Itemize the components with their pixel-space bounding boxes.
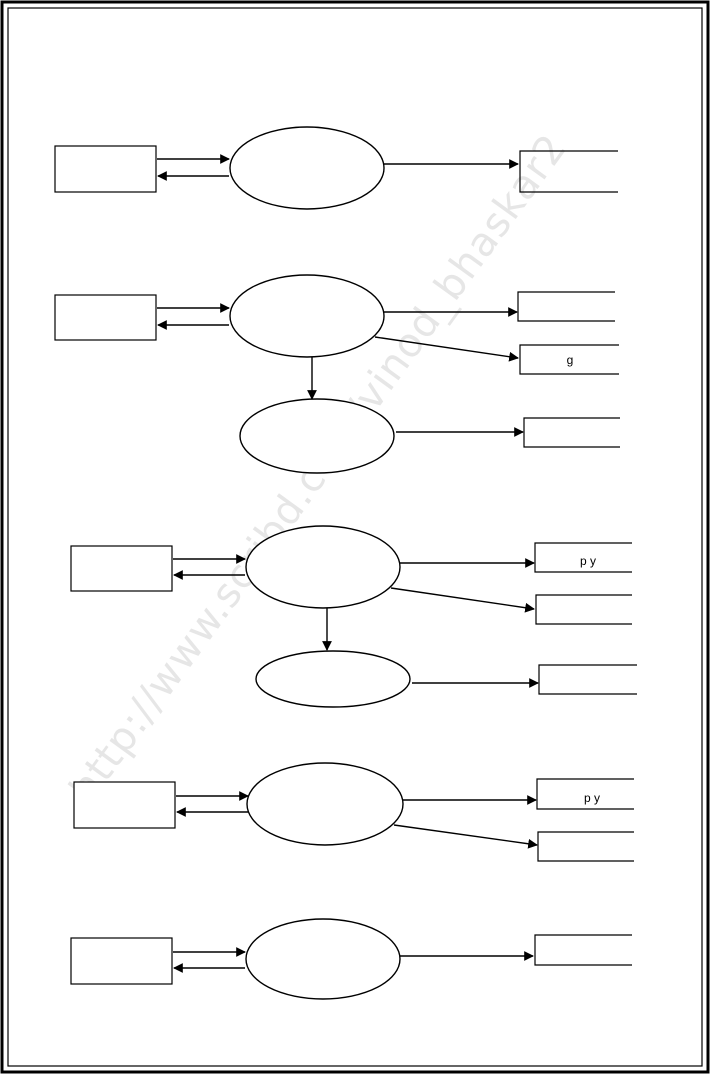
external-entity-box bbox=[73, 781, 176, 829]
process-bubble bbox=[229, 274, 385, 358]
external-entity-box bbox=[54, 294, 157, 341]
external-entity-box bbox=[70, 545, 173, 592]
data-store-2 bbox=[519, 344, 619, 375]
data-store-2 bbox=[537, 831, 634, 862]
flow-arrow-to-store-2 bbox=[390, 587, 535, 613]
subprocess-bubble bbox=[239, 398, 395, 474]
process-bubble bbox=[229, 126, 385, 210]
flow-arrow-to-store-2 bbox=[374, 336, 519, 362]
dfd-5 bbox=[70, 918, 632, 1000]
data-store bbox=[534, 934, 632, 966]
data-store-3 bbox=[538, 664, 637, 695]
flow-arrow-to-store-2 bbox=[393, 824, 538, 849]
data-store-1-label: p y bbox=[580, 554, 596, 568]
dfd-1 bbox=[54, 126, 618, 210]
process-bubble bbox=[245, 918, 401, 1000]
external-entity-box bbox=[54, 145, 157, 193]
data-store-1-label: p y bbox=[584, 791, 600, 805]
data-store-1 bbox=[517, 291, 615, 322]
data-store-2 bbox=[535, 594, 632, 625]
dfd-3: p y bbox=[70, 525, 637, 708]
data-store-1 bbox=[534, 542, 632, 573]
process-bubble bbox=[246, 762, 404, 846]
data-store bbox=[519, 150, 618, 193]
data-store-2-label: g bbox=[567, 353, 574, 367]
dfd-2: g bbox=[54, 274, 620, 474]
dfd-4: p y bbox=[73, 762, 634, 862]
data-store-3 bbox=[523, 417, 620, 448]
external-entity-box bbox=[70, 937, 173, 985]
data-store-1 bbox=[536, 778, 634, 810]
page-border-inner bbox=[7, 7, 703, 1067]
process-bubble bbox=[245, 525, 401, 609]
subprocess-bubble bbox=[255, 650, 411, 708]
